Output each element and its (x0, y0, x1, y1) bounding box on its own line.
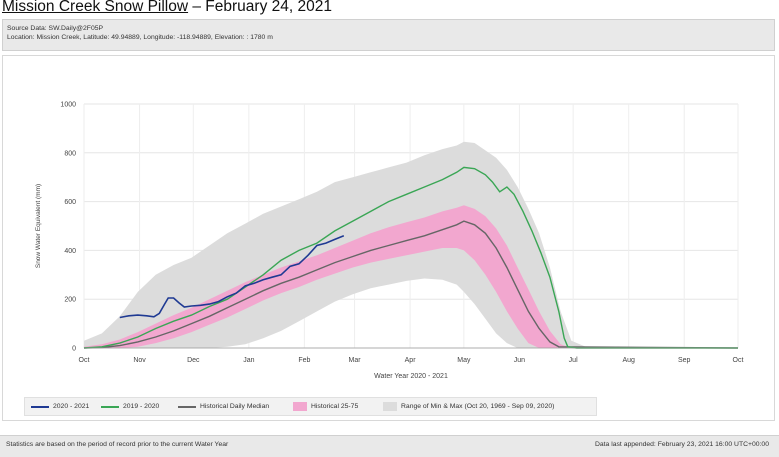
x-tick-label: Jul (569, 357, 578, 364)
legend-label: Historical 25-75 (311, 403, 359, 410)
x-tick-label: May (457, 357, 471, 364)
station-name-link[interactable]: Mission Creek Snow Pillow (2, 0, 189, 15)
legend-item-current[interactable]: 2020 - 2021 (31, 398, 89, 415)
x-tick-label: Mar (349, 357, 362, 364)
legend-swatch (101, 405, 119, 408)
series-p25-75-band (84, 205, 572, 348)
chart-legend: 2020 - 2021 2019 - 2020 Historical Daily… (24, 397, 597, 416)
legend-item-minmax[interactable]: Range of Min & Max (Oct 20, 1969 - Sep 0… (383, 398, 554, 415)
legend-label: 2019 - 2020 (123, 403, 160, 410)
y-axis-label: Snow Water Equivalent (mm) (35, 184, 42, 268)
x-tick-label: Dec (187, 357, 200, 364)
legend-label: Historical Daily Median (200, 403, 270, 410)
source-data-line: Source Data: SW.Daily@2F05P (7, 25, 104, 32)
x-tick-label: Aug (622, 357, 635, 364)
legend-swatch (178, 405, 196, 408)
footer-bar: Statistics are based on the period of re… (0, 435, 779, 457)
legend-item-p25-75[interactable]: Historical 25-75 (293, 398, 358, 415)
series-2020-2021-line (119, 235, 345, 319)
location-line: Location: Mission Creek, Latitude: 49.94… (7, 34, 273, 41)
x-tick-label: Jan (243, 357, 254, 364)
legend-label: Range of Min & Max (Oct 20, 1969 - Sep 0… (401, 403, 555, 410)
x-tick-label: Jun (514, 357, 525, 364)
x-tick-label: Oct (79, 357, 90, 364)
series-median-line (83, 220, 739, 349)
swe-chart: 0 200 400 600 800 1000 Oct Nov Dec Jan Feb Mar Apr Ma… (35, 102, 744, 381)
x-tick-label: Nov (133, 357, 146, 364)
page-title: Mission Creek Snow Pillow – February 24,… (2, 0, 332, 16)
x-tick-label: Apr (405, 357, 417, 364)
legend-item-previous[interactable]: 2019 - 2020 (101, 398, 159, 415)
legend-swatch (383, 402, 397, 411)
footer-last-appended: Data last appended: February 23, 2021 16… (594, 441, 769, 448)
legend-item-median[interactable]: Historical Daily Median (178, 398, 269, 415)
x-axis-label: Water Year 2020 - 2021 (374, 373, 448, 380)
footer-statistics-note: Statistics are based on the period of re… (6, 441, 229, 448)
y-tick-label: 600 (64, 199, 76, 206)
y-tick-label: 400 (64, 248, 76, 255)
y-tick-label: 0 (72, 346, 76, 353)
source-info-panel: Source Data: SW.Daily@2F05P Location: Mi… (2, 19, 775, 51)
x-tick-label: Feb (298, 357, 310, 364)
y-tick-label: 1000 (60, 102, 76, 109)
x-tick-label: Sep (678, 357, 691, 364)
legend-swatch (293, 402, 307, 411)
x-tick-label: Oct (733, 357, 744, 364)
legend-swatch (31, 405, 49, 408)
y-tick-label: 800 (64, 150, 76, 157)
legend-label: 2020 - 2021 (53, 403, 90, 410)
y-tick-label: 200 (64, 297, 76, 304)
chart-frame: 0 200 400 600 800 1000 Oct Nov Dec Jan Feb Mar Apr Ma… (2, 55, 775, 421)
title-date: – February 24, 2021 (188, 0, 332, 15)
series-2019-2020-line (83, 166, 738, 349)
